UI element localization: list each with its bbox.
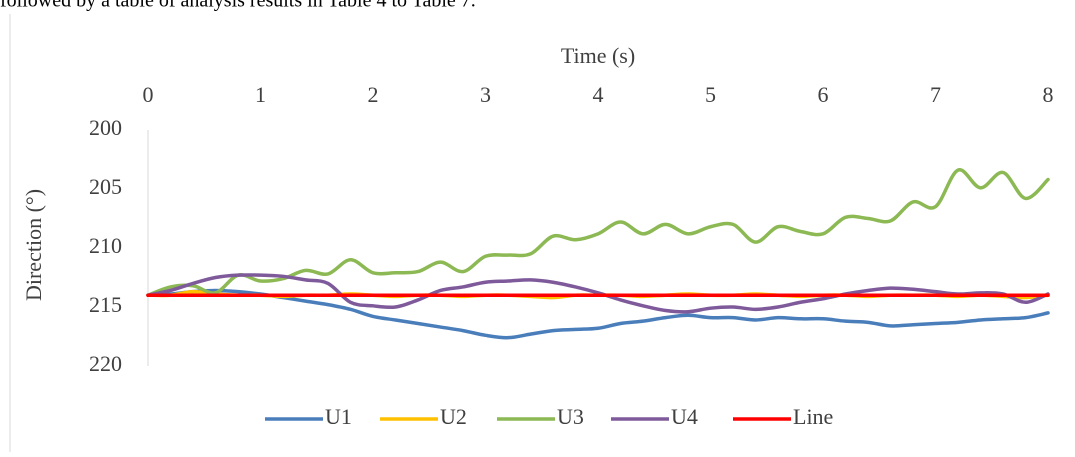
- x-tick-label: 6: [818, 82, 829, 107]
- x-axis-title: Time (s): [561, 43, 635, 68]
- y-axis-title: Direction (°): [21, 189, 46, 301]
- legend-label: Line: [793, 404, 833, 429]
- chart-border: [9, 9, 1075, 457]
- y-tick-label: 215: [89, 292, 122, 317]
- legend-label: U4: [671, 404, 698, 429]
- legend-label: U3: [557, 404, 584, 429]
- y-tick-label: 210: [89, 233, 122, 258]
- series-line: [146, 168, 1050, 297]
- x-tick-label: 5: [705, 82, 716, 107]
- y-tick-label: 205: [89, 174, 122, 199]
- x-tick-label: 0: [143, 82, 154, 107]
- y-tick-label: 200: [89, 115, 122, 140]
- caption-bg: [0, 0, 1075, 14]
- series-line: [146, 273, 1050, 314]
- x-tick-label: 7: [930, 82, 941, 107]
- x-tick-label: 1: [255, 82, 266, 107]
- x-tick-label: 2: [368, 82, 379, 107]
- legend-label: U1: [325, 404, 352, 429]
- legend-label: U2: [440, 404, 467, 429]
- x-tick-label: 4: [593, 82, 604, 107]
- caption: followed by a table of analysis results …: [0, 0, 476, 12]
- x-tick-label: 3: [480, 82, 491, 107]
- x-tick-label: 8: [1043, 82, 1054, 107]
- series-line: [146, 288, 1050, 340]
- y-tick-label: 220: [89, 351, 122, 376]
